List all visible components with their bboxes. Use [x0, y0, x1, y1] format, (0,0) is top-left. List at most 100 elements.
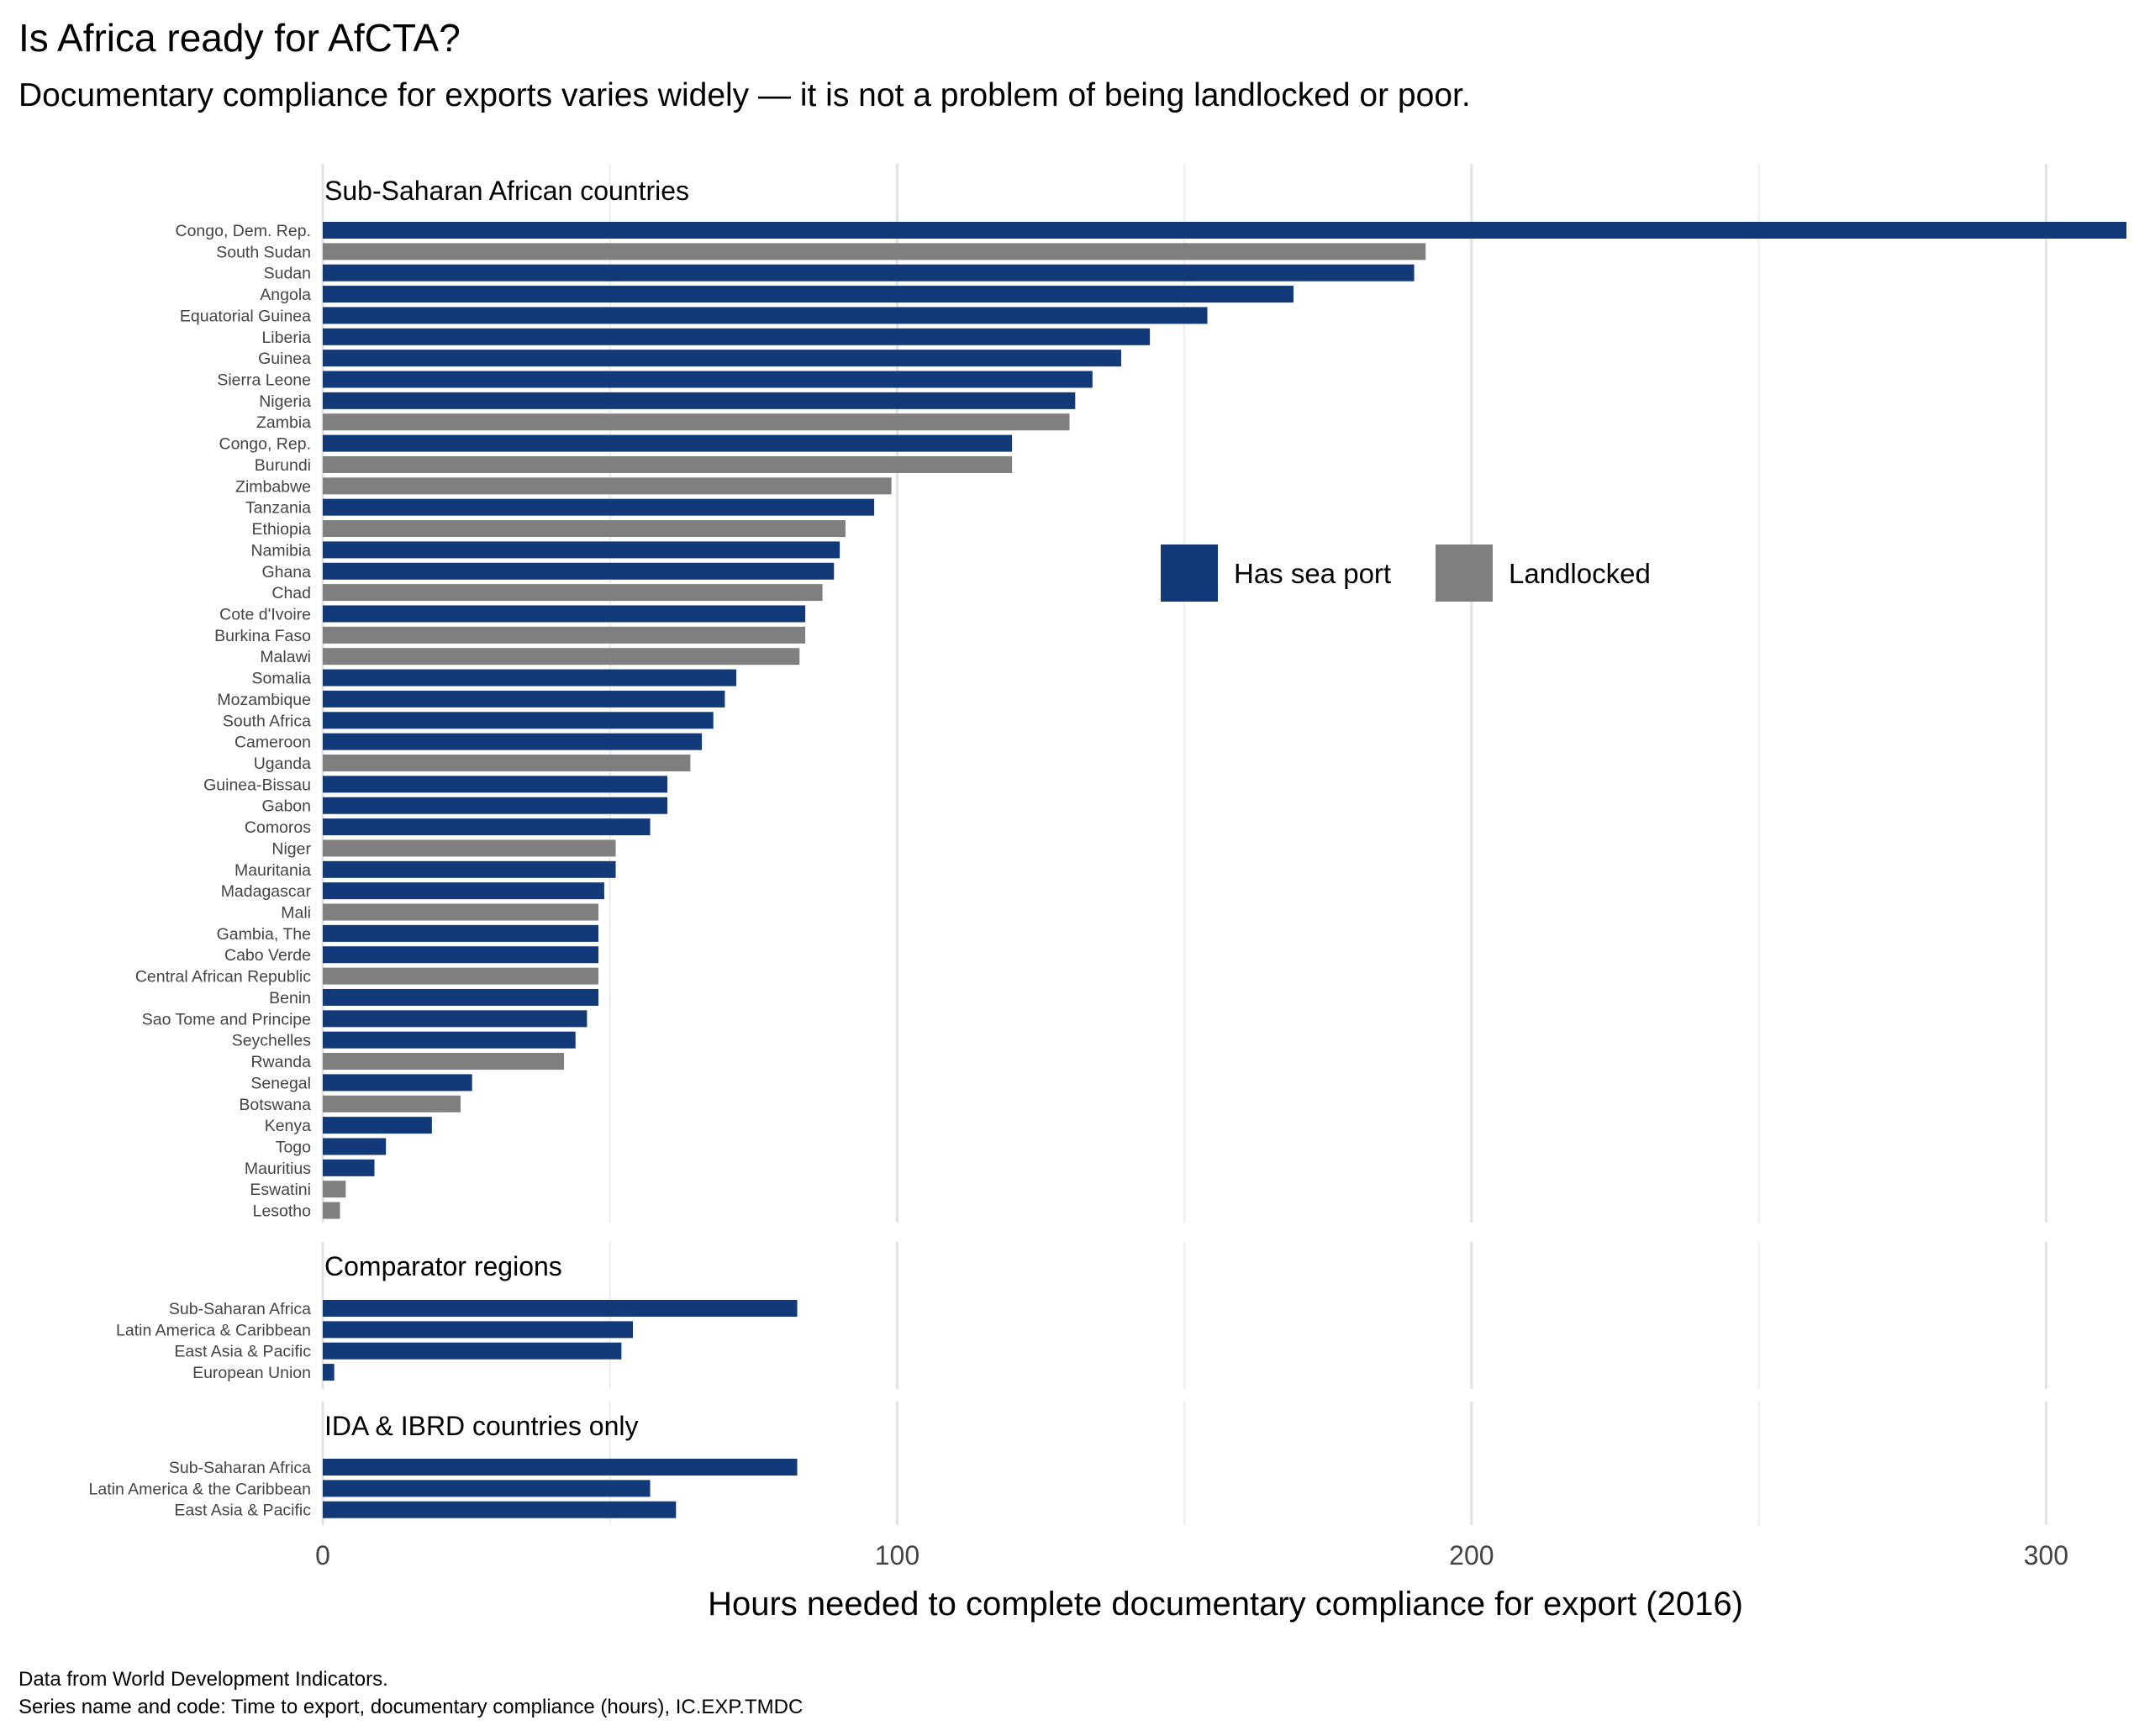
bar: [323, 1202, 340, 1219]
bar-label: South Africa: [223, 712, 311, 730]
bar: [323, 350, 1121, 367]
bar: [323, 967, 599, 985]
panel-title: IDA & IBRD countries only: [324, 1411, 638, 1441]
bar-label: Sub-Saharan Africa: [169, 1459, 311, 1477]
caption-series: Series name and code: Time to export, do…: [18, 1696, 804, 1718]
bar: [323, 946, 599, 964]
bar: [323, 477, 892, 495]
bar-label: Malawi: [260, 648, 311, 666]
bar-label: Niger: [271, 839, 311, 858]
bar: [323, 392, 1076, 409]
bar: [323, 733, 703, 750]
bar: [323, 371, 1093, 388]
bar-label: Seychelles: [232, 1032, 312, 1050]
bar: [323, 1010, 588, 1028]
bar-label: East Asia & Pacific: [174, 1343, 311, 1361]
x-axis-title: Hours needed to complete documentary com…: [708, 1586, 1743, 1623]
bar: [323, 1321, 634, 1339]
bar-label: Liberia: [261, 329, 311, 347]
bar: [323, 1364, 335, 1381]
bar-label: Botswana: [239, 1096, 311, 1114]
legend-label: Has sea port: [1234, 558, 1391, 589]
bar: [323, 988, 599, 1006]
bar: [323, 755, 691, 771]
bar-label: Sierra Leone: [217, 371, 311, 390]
bar: [323, 1031, 576, 1049]
bar: [323, 669, 737, 687]
bar-label: Benin: [269, 989, 311, 1007]
x-tick-label: 100: [875, 1540, 919, 1570]
bar-label: Comoros: [245, 818, 311, 837]
bar-label: Rwanda: [250, 1053, 311, 1071]
legend-swatch: [1161, 544, 1218, 602]
bar-label: Ethiopia: [252, 520, 312, 539]
bar: [323, 541, 840, 559]
bar-label: Sao Tome and Principe: [142, 1010, 311, 1028]
bar-label: Eswatini: [250, 1181, 311, 1199]
bar: [323, 839, 616, 857]
bar-label: Congo, Dem. Rep.: [176, 222, 312, 240]
bar-label: Mozambique: [217, 691, 311, 709]
bar: [323, 1342, 622, 1360]
chart-subtitle: Documentary compliance for exports varie…: [18, 77, 1471, 113]
bar: [323, 860, 616, 878]
bar: [323, 1053, 565, 1071]
bar-label: Guinea-Bissau: [203, 776, 311, 794]
bar-label: Sudan: [264, 265, 311, 283]
bar-label: Zambia: [256, 413, 311, 432]
bar: [323, 1480, 651, 1497]
bar: [323, 797, 668, 814]
bar-label: Kenya: [265, 1117, 311, 1135]
bar: [323, 626, 806, 644]
bar: [323, 455, 1013, 473]
bar: [323, 286, 1294, 303]
bar-label: Central African Republic: [135, 968, 311, 986]
bar-label: Angola: [260, 286, 311, 304]
bar: [323, 1300, 798, 1317]
bar-label: Gabon: [261, 797, 311, 816]
bar: [323, 903, 599, 921]
bar: [323, 605, 806, 623]
bar-label: Cameroon: [234, 734, 311, 752]
bar-label: Somalia: [252, 670, 312, 688]
bar: [323, 328, 1151, 345]
bar-label: Latin America & the Caribbean: [89, 1480, 312, 1498]
bar: [323, 584, 823, 602]
x-tick-label: 300: [2024, 1540, 2068, 1570]
bar: [323, 434, 1013, 452]
bar-label: Cote d'Ivoire: [219, 605, 311, 623]
bar: [323, 924, 599, 942]
bar-label: Burundi: [255, 456, 311, 475]
caption-source: Data from World Development Indicators.: [18, 1668, 388, 1691]
bar-label: Namibia: [250, 541, 311, 560]
bar: [323, 562, 835, 580]
bar-label: East Asia & Pacific: [174, 1502, 311, 1520]
bar: [323, 690, 725, 708]
panel-title: Comparator regions: [324, 1251, 562, 1281]
bar-label: Togo: [276, 1138, 311, 1156]
chart-title: Is Africa ready for AfCTA?: [18, 16, 461, 60]
bar-label: Cabo Verde: [224, 946, 311, 965]
legend-label: Landlocked: [1509, 558, 1651, 589]
bar: [323, 1117, 432, 1134]
x-tick-label: 200: [1449, 1540, 1494, 1570]
bar: [323, 243, 1426, 260]
bar-label: Burkina Faso: [214, 627, 311, 645]
bar: [323, 222, 2126, 239]
bar-label: South Sudan: [216, 243, 311, 261]
bar-label: Madagascar: [221, 882, 312, 901]
bar-label: Uganda: [254, 755, 311, 773]
bar-label: Senegal: [250, 1074, 311, 1092]
x-tick-label: 0: [315, 1540, 330, 1570]
bar: [323, 498, 875, 516]
legend-swatch: [1436, 544, 1493, 602]
bar-label: Lesotho: [253, 1202, 312, 1221]
bar: [323, 1501, 677, 1518]
bar-label: Congo, Rep.: [219, 435, 312, 454]
bar-label: Equatorial Guinea: [180, 307, 311, 325]
bar-label: Gambia, The: [217, 925, 311, 944]
bar: [323, 1459, 798, 1476]
bar-label: Chad: [271, 584, 311, 602]
bar-label: Ghana: [261, 563, 311, 581]
